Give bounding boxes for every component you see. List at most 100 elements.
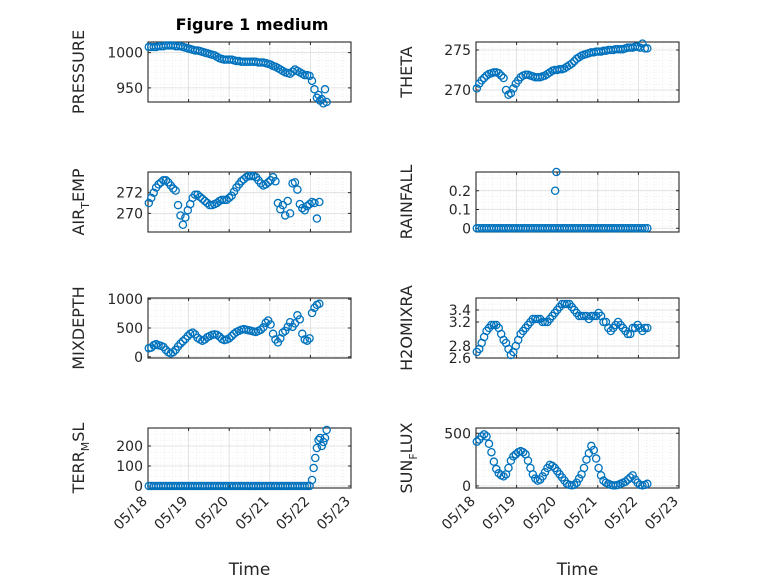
data-point [496, 71, 506, 80]
data-point [149, 188, 158, 197]
y-tick-label: 2.6 [449, 351, 471, 367]
data-point [310, 198, 319, 208]
series-markers [144, 41, 331, 108]
axes-box [475, 41, 680, 103]
data-point [643, 223, 652, 233]
data-point [540, 467, 550, 477]
axes-box [147, 41, 352, 103]
y-tick-label: 1000 [107, 46, 143, 62]
data-point [198, 194, 207, 204]
y-axis-label: MIXDEPTH [69, 286, 88, 369]
data-point [472, 84, 482, 93]
series-markers [472, 39, 652, 100]
x-tick-label: 05/21 [233, 494, 273, 534]
data-point [237, 177, 246, 186]
x-tick-label: 05/18 [111, 494, 151, 534]
y-tick-label: 0.2 [449, 184, 471, 200]
data-point [193, 190, 202, 200]
data-point [168, 347, 178, 357]
data-point [587, 311, 596, 321]
data-point [477, 76, 486, 85]
data-point [589, 445, 598, 455]
series-markers [144, 171, 324, 230]
data-point [633, 478, 642, 487]
data-point [630, 42, 640, 52]
data-point [317, 441, 327, 451]
data-point [599, 317, 608, 327]
data-point [499, 472, 508, 481]
data-point [594, 463, 603, 473]
data-point [168, 184, 178, 193]
data-point [560, 299, 569, 309]
data-point [220, 195, 229, 205]
y-tick-label: 270 [116, 206, 143, 222]
data-point [195, 192, 205, 202]
data-point [315, 299, 324, 309]
data-point [550, 186, 560, 195]
data-point [190, 190, 200, 200]
data-point [640, 44, 650, 53]
y-tick-label: 3.2 [449, 315, 471, 331]
data-point [176, 339, 185, 348]
data-point [307, 475, 317, 485]
y-tick-label: 950 [116, 81, 143, 97]
data-point [489, 68, 499, 77]
series-markers [472, 430, 652, 490]
data-point [181, 213, 190, 222]
data-point [310, 85, 319, 94]
data-point [311, 453, 320, 463]
data-point [591, 454, 601, 463]
data-point [266, 320, 275, 329]
data-point [504, 463, 513, 473]
data-point [509, 84, 518, 93]
y-tick-label: 2.8 [449, 339, 471, 355]
figure-title: Figure 1 medium [176, 15, 329, 34]
data-point [154, 180, 163, 189]
data-point [528, 470, 538, 479]
x-tick-label: 05/19 [480, 494, 520, 534]
data-point [319, 437, 328, 447]
data-point [574, 474, 584, 483]
data-point [320, 85, 330, 94]
y-axis-label: AIRTEMP [69, 168, 92, 235]
data-point [261, 180, 270, 189]
data-point [640, 223, 650, 233]
data-point [506, 456, 516, 465]
data-point [307, 308, 317, 318]
data-point [293, 185, 302, 194]
panel-1: 950 1000 PRESSURE [69, 30, 352, 114]
data-point [555, 64, 564, 74]
y-axis-label: THETA [397, 46, 416, 98]
data-point [640, 323, 650, 333]
data-point [492, 464, 501, 474]
x-tick-label: 05/20 [192, 494, 232, 534]
data-point [628, 471, 637, 480]
data-point [531, 314, 540, 324]
y-axis-label: RAINFALL [397, 165, 416, 240]
data-point [567, 59, 577, 68]
data-point [280, 211, 290, 220]
data-point [489, 457, 499, 466]
y-tick-label: 0 [134, 350, 143, 366]
data-point [509, 452, 518, 461]
data-point [298, 203, 307, 213]
data-point [587, 441, 596, 451]
data-point [307, 76, 317, 86]
data-point [538, 317, 547, 327]
data-point [161, 176, 171, 185]
y-tick-label: 500 [116, 321, 143, 337]
data-point [261, 318, 270, 328]
data-point [506, 88, 516, 98]
x-tick-label: 05/20 [520, 494, 560, 534]
data-point [290, 178, 300, 187]
data-point [278, 200, 288, 210]
data-point [146, 193, 156, 203]
data-point [256, 325, 266, 334]
data-point [224, 334, 234, 343]
y-tick-label: 0.1 [449, 203, 471, 219]
data-point [487, 320, 496, 330]
data-point [300, 70, 309, 80]
data-point [302, 481, 312, 491]
panel-8: 0 500 SUNFLUX 05/18 05/19 05/20 05/21 05/22 05/2… [397, 422, 682, 580]
